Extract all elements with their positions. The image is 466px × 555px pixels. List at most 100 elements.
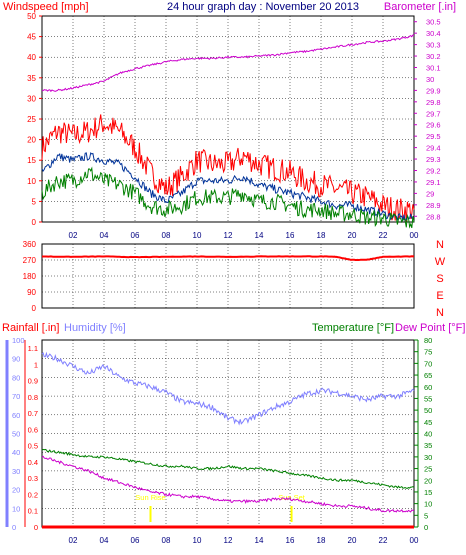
humidity-tick-label: 60	[12, 411, 20, 420]
temperature-tick-label: 40	[424, 430, 432, 439]
direction-tick-label: 180	[23, 272, 37, 281]
humidity-tick-label: 0	[12, 523, 16, 532]
humidity-tick-label: 100	[12, 336, 25, 345]
compass-label: W	[435, 256, 446, 268]
barometer-axis-label: Barometer [.in]	[384, 1, 456, 13]
barometer-tick-label: 29.7	[426, 109, 441, 118]
humidity-tick-label: 80	[12, 373, 20, 382]
temp-x-tick-label: 14	[255, 536, 264, 545]
rainfall-axis-label: Rainfall [.in]	[2, 322, 59, 334]
sunrise-label: Sun Rise	[135, 493, 165, 502]
temp-x-tick-label: 00	[410, 536, 419, 545]
direction-line	[42, 255, 415, 262]
windspeed-tick-label: 45	[27, 33, 36, 42]
temperature-tick-label: 5	[424, 511, 428, 520]
windspeed-tick-label: 25	[27, 115, 36, 124]
rainfall-tick-label: 0.4	[28, 458, 38, 467]
direction-tick-label: 270	[23, 256, 37, 265]
dew-point-axis-label: Dew Point [°F]	[395, 322, 465, 334]
humidity-tick-label: 30	[12, 467, 20, 476]
rainfall-tick-label: 0.8	[28, 393, 38, 402]
rainfall-tick-label: 1.1	[28, 344, 38, 353]
temp-x-tick-label: 08	[162, 536, 171, 545]
wind_low-line	[41, 166, 415, 229]
windspeed-tick-label: 35	[27, 74, 36, 83]
temp-x-tick-label: 02	[69, 536, 78, 545]
wind-barometer-panel: 0 5 10 15 20 25 30 35 40 45 50 28.8 28.9 29 29.1 29.2 29…	[27, 12, 441, 240]
barometer-tick-label: 28.8	[426, 212, 441, 221]
humidity-tick-label: 90	[12, 355, 20, 364]
rainfall-tick-label: 0.1	[28, 507, 38, 516]
rainfall-tick-label: 1	[34, 360, 38, 369]
humidity-tick-label: 40	[12, 448, 20, 457]
temperature-tick-label: 0	[424, 523, 428, 532]
windspeed-tick-label: 5	[32, 197, 37, 206]
chart-title: 24 hour graph day : November 20 2013	[167, 1, 359, 13]
windspeed-tick-label: 15	[27, 156, 36, 165]
barometer-tick-label: 29.1	[426, 178, 441, 187]
wind-x-tick-label: 18	[317, 231, 326, 240]
barometer-tick-label: 28.9	[426, 201, 441, 210]
compass-label: N	[436, 239, 444, 251]
rainfall-tick-label: 0.3	[28, 474, 38, 483]
wind-x-tick-label: 22	[379, 231, 388, 240]
temperature-tick-label: 15	[424, 488, 432, 497]
barometer-tick-label: 29.6	[426, 121, 441, 130]
wind-x-tick-label: 00	[410, 231, 419, 240]
compass-label: E	[436, 290, 443, 302]
temp-x-tick-label: 06	[131, 536, 140, 545]
temp-x-tick-label: 12	[224, 536, 233, 545]
temperature-tick-label: 10	[424, 500, 432, 509]
temperature-tick-label: 45	[424, 418, 432, 427]
direction-tick-label: 0	[32, 304, 37, 313]
humidity-tick-label: 10	[12, 504, 20, 513]
temperature-tick-label: 60	[424, 383, 432, 392]
wind_avg-line	[41, 152, 415, 222]
temp-x-tick-label: 16	[286, 536, 295, 545]
barometer-tick-label: 29	[426, 189, 434, 198]
wind-x-tick-label: 12	[224, 231, 233, 240]
compass-label: S	[436, 273, 443, 285]
barometer-line	[41, 34, 415, 93]
humidity-line	[41, 351, 415, 426]
temp-x-tick-label: 22	[379, 536, 388, 545]
humidity-axis-label: Humidity [%]	[64, 322, 126, 334]
wind-x-tick-label: 16	[286, 231, 295, 240]
barometer-tick-label: 30.1	[426, 64, 441, 73]
barometer-tick-label: 29.8	[426, 98, 441, 107]
dew_point-line	[41, 455, 415, 513]
barometer-tick-label: 29.5	[426, 132, 441, 141]
temperature-tick-label: 80	[424, 336, 432, 345]
windspeed-tick-label: 30	[27, 94, 36, 103]
rainfall-tick-label: 0.9	[28, 377, 38, 386]
temperature-tick-label: 35	[424, 441, 432, 450]
wind-x-tick-label: 02	[69, 231, 78, 240]
compass-label: N	[436, 307, 444, 319]
windspeed-tick-label: 0	[32, 218, 37, 227]
barometer-tick-label: 29.4	[426, 144, 441, 153]
barometer-tick-label: 29.9	[426, 86, 441, 95]
wind-x-tick-label: 10	[193, 231, 202, 240]
temperature-tick-label: 75	[424, 348, 432, 357]
windspeed-tick-label: 10	[27, 177, 36, 186]
windspeed-tick-label: 50	[27, 12, 36, 21]
rainfall-tick-label: 0.6	[28, 425, 38, 434]
windspeed-tick-label: 20	[27, 136, 36, 145]
wind-x-tick-label: 08	[162, 231, 171, 240]
rainfall-tick-label: 0	[34, 523, 38, 532]
barometer-tick-label: 30.4	[426, 29, 441, 38]
barometer-tick-label: 30	[426, 75, 434, 84]
barometer-tick-label: 30.5	[426, 18, 441, 27]
barometer-tick-label: 30.2	[426, 52, 441, 61]
wind-x-tick-label: 20	[348, 231, 357, 240]
temp-x-tick-label: 20	[348, 536, 357, 545]
humidity-tick-label: 50	[12, 430, 20, 439]
rainfall-tick-label: 0.2	[28, 490, 38, 499]
windspeed-axis-label: Windspeed [mph]	[3, 1, 89, 13]
sunset-label: Sun Set	[278, 493, 306, 502]
temperature-tick-label: 65	[424, 371, 432, 380]
humidity-tick-label: 70	[12, 392, 20, 401]
humidity-tick-label: 20	[12, 486, 20, 495]
temp-x-tick-label: 04	[100, 536, 109, 545]
